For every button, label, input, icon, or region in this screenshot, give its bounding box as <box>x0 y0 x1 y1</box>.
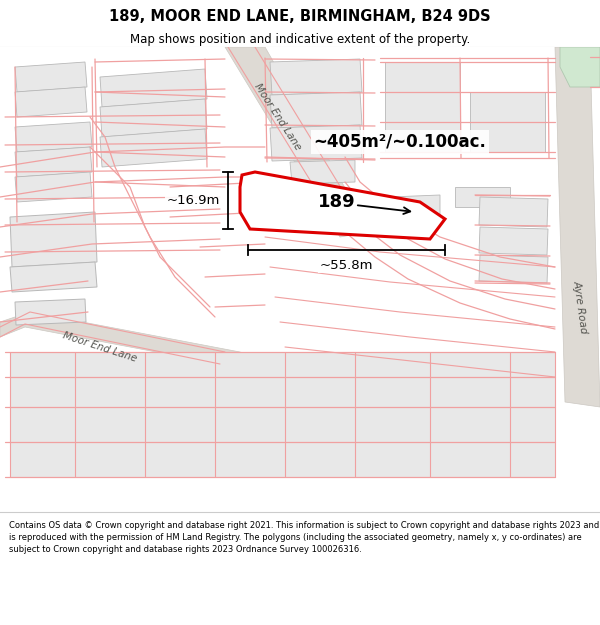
Polygon shape <box>270 125 362 161</box>
Text: Map shows position and indicative extent of the property.: Map shows position and indicative extent… <box>130 33 470 46</box>
Polygon shape <box>145 442 215 477</box>
Polygon shape <box>10 407 75 442</box>
Polygon shape <box>225 47 370 237</box>
Polygon shape <box>290 160 355 184</box>
Polygon shape <box>100 69 207 107</box>
Polygon shape <box>385 122 460 152</box>
Polygon shape <box>430 377 510 407</box>
Polygon shape <box>145 407 215 442</box>
Polygon shape <box>75 407 145 442</box>
Polygon shape <box>75 352 145 377</box>
Polygon shape <box>15 62 87 92</box>
Polygon shape <box>479 197 548 227</box>
Polygon shape <box>15 147 92 177</box>
Text: ~16.9m: ~16.9m <box>167 194 220 207</box>
Polygon shape <box>285 352 355 377</box>
Polygon shape <box>430 352 510 377</box>
Text: Moor End Lane: Moor End Lane <box>62 330 139 364</box>
Text: ~55.8m: ~55.8m <box>320 259 373 272</box>
Polygon shape <box>215 442 285 477</box>
Polygon shape <box>285 377 355 407</box>
Polygon shape <box>510 407 555 442</box>
Polygon shape <box>270 59 362 95</box>
Polygon shape <box>15 299 86 325</box>
Text: Moor End Lane: Moor End Lane <box>253 82 303 152</box>
Polygon shape <box>15 87 87 117</box>
Text: Contains OS data © Crown copyright and database right 2021. This information is : Contains OS data © Crown copyright and d… <box>9 521 599 554</box>
Text: Ayre Road: Ayre Road <box>571 280 589 334</box>
Polygon shape <box>560 47 600 87</box>
Polygon shape <box>470 122 545 152</box>
Polygon shape <box>215 377 285 407</box>
Polygon shape <box>430 407 510 442</box>
Polygon shape <box>10 442 75 477</box>
Polygon shape <box>510 377 555 407</box>
Polygon shape <box>355 407 430 442</box>
Polygon shape <box>145 377 215 407</box>
Polygon shape <box>385 92 460 122</box>
Polygon shape <box>15 172 92 202</box>
Polygon shape <box>355 352 430 377</box>
Polygon shape <box>270 92 362 128</box>
Polygon shape <box>385 62 460 92</box>
Polygon shape <box>75 442 145 477</box>
Polygon shape <box>10 262 97 292</box>
Polygon shape <box>145 352 215 377</box>
Polygon shape <box>390 195 440 217</box>
Polygon shape <box>455 187 510 207</box>
Polygon shape <box>215 352 285 377</box>
Polygon shape <box>479 227 548 255</box>
Polygon shape <box>0 312 430 452</box>
Polygon shape <box>10 377 75 407</box>
Polygon shape <box>510 442 555 477</box>
Polygon shape <box>240 172 445 239</box>
Polygon shape <box>355 377 430 407</box>
Polygon shape <box>10 352 75 377</box>
Polygon shape <box>555 47 600 407</box>
Polygon shape <box>215 407 285 442</box>
Polygon shape <box>285 442 355 477</box>
Text: 189, MOOR END LANE, BIRMINGHAM, B24 9DS: 189, MOOR END LANE, BIRMINGHAM, B24 9DS <box>109 9 491 24</box>
Polygon shape <box>100 129 207 167</box>
Text: ~405m²/~0.100ac.: ~405m²/~0.100ac. <box>314 133 487 151</box>
Text: 189: 189 <box>318 193 356 211</box>
Polygon shape <box>15 122 92 152</box>
Polygon shape <box>510 352 555 377</box>
Polygon shape <box>10 212 97 267</box>
Polygon shape <box>479 255 548 283</box>
Polygon shape <box>355 442 430 477</box>
Polygon shape <box>285 407 355 442</box>
Polygon shape <box>75 377 145 407</box>
Polygon shape <box>100 99 207 137</box>
Polygon shape <box>470 92 545 122</box>
Polygon shape <box>430 442 510 477</box>
